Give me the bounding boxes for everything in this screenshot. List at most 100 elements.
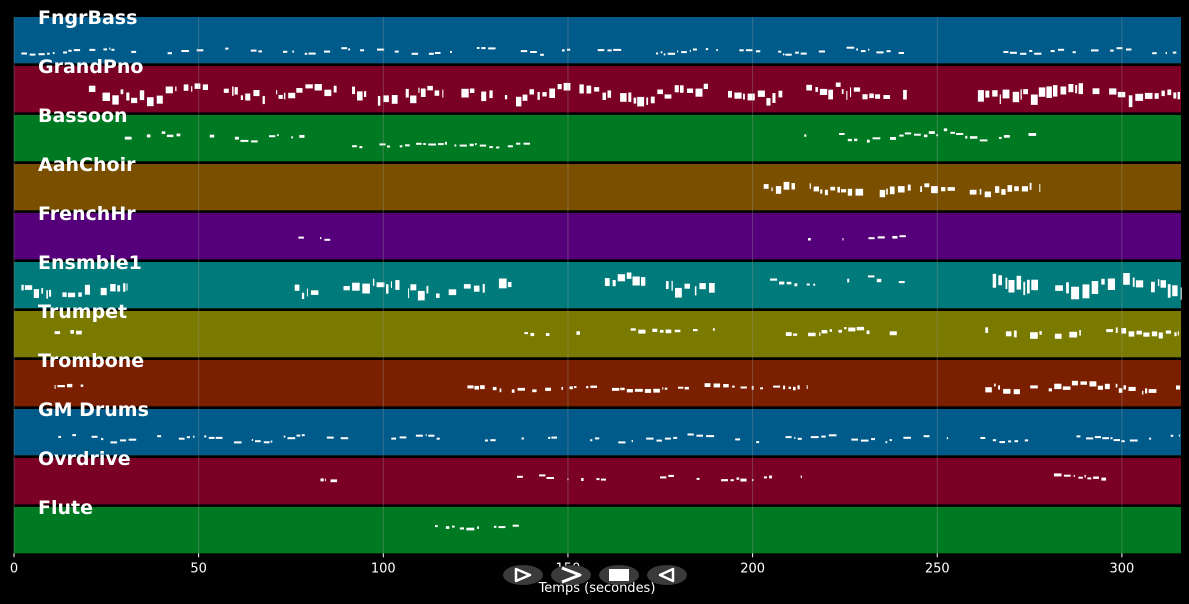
note bbox=[680, 85, 684, 93]
note bbox=[835, 82, 841, 87]
note bbox=[808, 238, 811, 241]
note bbox=[54, 331, 61, 335]
note bbox=[379, 143, 386, 146]
note bbox=[475, 143, 477, 146]
note bbox=[630, 328, 636, 331]
note bbox=[21, 284, 24, 291]
note bbox=[646, 97, 649, 105]
note bbox=[301, 434, 305, 437]
rewind-button[interactable] bbox=[647, 565, 687, 585]
note bbox=[324, 478, 326, 482]
note bbox=[469, 143, 474, 147]
note bbox=[530, 332, 535, 337]
note bbox=[1062, 386, 1071, 390]
note bbox=[301, 292, 305, 299]
note bbox=[387, 145, 390, 148]
note bbox=[196, 49, 204, 52]
note bbox=[771, 187, 773, 192]
note bbox=[820, 189, 823, 194]
note bbox=[1086, 437, 1094, 440]
note bbox=[772, 93, 776, 103]
note bbox=[1031, 279, 1038, 291]
note bbox=[838, 329, 842, 333]
note bbox=[783, 181, 790, 190]
note bbox=[644, 389, 652, 393]
note bbox=[1092, 88, 1100, 95]
track-background bbox=[14, 262, 1181, 309]
note bbox=[1072, 51, 1076, 54]
note bbox=[704, 383, 711, 387]
note bbox=[656, 439, 662, 442]
note bbox=[1135, 93, 1144, 101]
note bbox=[427, 85, 433, 91]
note bbox=[1136, 330, 1142, 335]
note bbox=[1024, 439, 1029, 442]
play-button[interactable] bbox=[503, 565, 543, 585]
note bbox=[677, 50, 679, 53]
note bbox=[450, 50, 452, 53]
note bbox=[576, 331, 580, 335]
note bbox=[234, 87, 238, 95]
note bbox=[405, 88, 409, 98]
note bbox=[1023, 89, 1028, 95]
stop-button[interactable] bbox=[599, 565, 639, 585]
note bbox=[678, 386, 684, 389]
note bbox=[848, 327, 856, 332]
note bbox=[924, 183, 930, 188]
note bbox=[454, 144, 457, 147]
note bbox=[362, 283, 370, 294]
note bbox=[607, 90, 612, 98]
note bbox=[788, 386, 791, 389]
note bbox=[579, 84, 584, 94]
note bbox=[713, 328, 715, 331]
note bbox=[78, 292, 82, 297]
note bbox=[800, 52, 807, 55]
note bbox=[524, 332, 528, 335]
track-notes bbox=[58, 433, 1180, 444]
note bbox=[234, 136, 239, 140]
note bbox=[898, 52, 904, 54]
note bbox=[847, 138, 852, 142]
note bbox=[1091, 49, 1099, 52]
note bbox=[1101, 477, 1107, 481]
note bbox=[739, 49, 744, 52]
note bbox=[652, 328, 658, 332]
note bbox=[709, 283, 715, 293]
note bbox=[992, 90, 998, 97]
note bbox=[977, 90, 984, 102]
note bbox=[1167, 284, 1171, 298]
note bbox=[923, 435, 930, 438]
note bbox=[1027, 279, 1030, 294]
note bbox=[998, 385, 1000, 390]
note bbox=[466, 527, 475, 531]
note bbox=[1078, 83, 1083, 95]
note bbox=[862, 94, 868, 100]
stop-icon bbox=[609, 569, 629, 581]
note bbox=[372, 278, 375, 286]
note bbox=[1178, 434, 1180, 437]
note bbox=[428, 52, 434, 55]
note bbox=[965, 135, 968, 139]
note bbox=[232, 86, 234, 96]
note bbox=[620, 387, 625, 391]
note bbox=[561, 386, 563, 390]
track-lane bbox=[14, 164, 1181, 211]
note bbox=[1014, 186, 1019, 192]
note bbox=[886, 50, 891, 53]
note bbox=[574, 386, 577, 389]
note bbox=[1023, 281, 1026, 296]
note bbox=[1161, 90, 1165, 97]
note bbox=[310, 290, 319, 295]
note bbox=[821, 330, 828, 334]
note bbox=[747, 93, 755, 101]
note bbox=[660, 51, 663, 54]
note bbox=[998, 136, 1002, 139]
time-grid bbox=[13, 17, 1123, 554]
note bbox=[844, 327, 847, 330]
note bbox=[740, 386, 747, 389]
note bbox=[980, 437, 986, 439]
note bbox=[296, 88, 303, 93]
forward-button[interactable] bbox=[551, 565, 591, 585]
note bbox=[1068, 84, 1074, 93]
note bbox=[860, 50, 866, 53]
